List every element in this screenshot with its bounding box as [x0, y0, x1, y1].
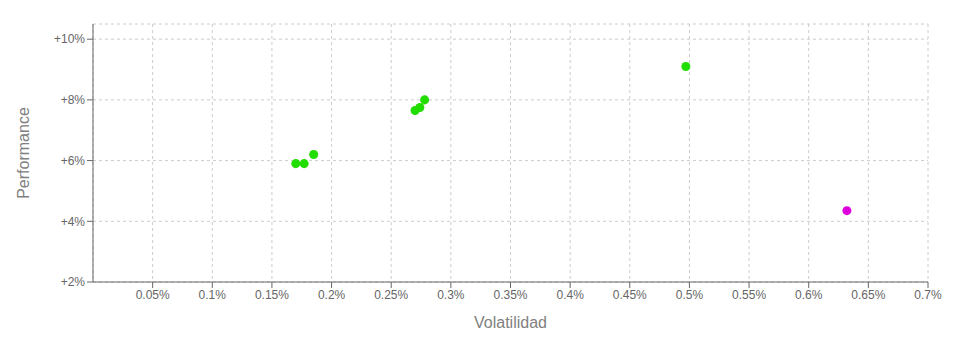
- svg-text:+6%: +6%: [61, 154, 86, 168]
- svg-text:0.7%: 0.7%: [914, 288, 942, 302]
- svg-text:+4%: +4%: [61, 215, 86, 229]
- svg-text:+8%: +8%: [61, 93, 86, 107]
- svg-text:Volatilidad: Volatilidad: [474, 314, 547, 331]
- svg-text:0.35%: 0.35%: [493, 288, 527, 302]
- svg-text:0.55%: 0.55%: [732, 288, 766, 302]
- svg-text:0.1%: 0.1%: [199, 288, 227, 302]
- svg-text:0.25%: 0.25%: [374, 288, 408, 302]
- svg-text:0.5%: 0.5%: [676, 288, 704, 302]
- svg-text:0.45%: 0.45%: [613, 288, 647, 302]
- svg-text:0.65%: 0.65%: [851, 288, 885, 302]
- svg-text:0.4%: 0.4%: [556, 288, 584, 302]
- svg-text:0.05%: 0.05%: [136, 288, 170, 302]
- svg-text:0.2%: 0.2%: [318, 288, 346, 302]
- svg-text:Performance: Performance: [15, 107, 32, 199]
- svg-text:0.6%: 0.6%: [795, 288, 823, 302]
- svg-text:+2%: +2%: [61, 275, 86, 289]
- svg-text:0.15%: 0.15%: [255, 288, 289, 302]
- svg-text:0.3%: 0.3%: [437, 288, 465, 302]
- svg-text:+10%: +10%: [54, 32, 85, 46]
